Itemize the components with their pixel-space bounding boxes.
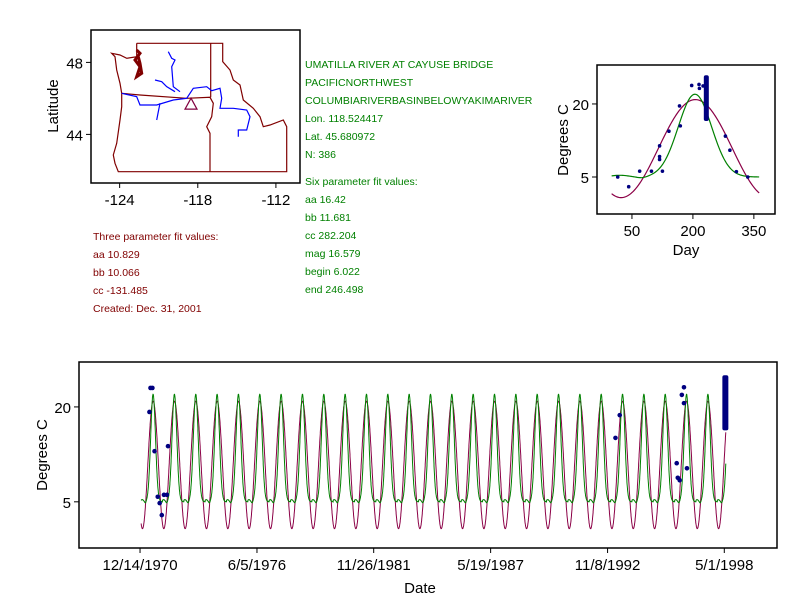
data-point xyxy=(152,448,157,454)
x-tick-label: -124 xyxy=(105,192,135,209)
data-point xyxy=(147,409,152,415)
columbia-snake-river xyxy=(121,86,251,137)
x-tick-label: -118 xyxy=(183,192,212,209)
y-tick-label: 44 xyxy=(66,127,83,144)
three-fit-bb: bb 10.066 xyxy=(93,267,140,279)
map-frame xyxy=(90,29,301,184)
x-tick-label: 11/8/1992 xyxy=(575,557,641,574)
x-tick-label: 350 xyxy=(741,223,766,240)
puget-sound xyxy=(133,48,144,81)
x-tick-label: -112 xyxy=(261,192,290,209)
data-point xyxy=(728,148,732,153)
six-fit-aa: aa 16.42 xyxy=(305,194,346,206)
data-point xyxy=(164,492,170,498)
river-willamette xyxy=(156,103,161,121)
x-tick-label: 200 xyxy=(680,223,705,240)
data-point xyxy=(745,175,750,179)
y-tick-label: 5 xyxy=(581,170,589,187)
data-point xyxy=(678,124,683,128)
data-point xyxy=(657,144,662,148)
data-point xyxy=(159,512,165,518)
time-series-chart: 12/14/1970 6/5/1976 11/26/1981 5/19/1987 11/… xyxy=(54,361,778,574)
dense-data-cluster xyxy=(722,375,729,431)
data-point xyxy=(150,385,155,391)
data-point xyxy=(157,500,162,506)
station-basin: COLUMBIARIVERBASINBELOWYAKIMARIVER xyxy=(305,95,533,107)
six-fit-mag: mag 16.579 xyxy=(305,248,361,260)
data-point xyxy=(657,154,662,159)
data-point xyxy=(679,392,685,398)
station-region: PACIFICNORTHWEST xyxy=(305,77,414,89)
data-point xyxy=(681,400,687,406)
station-lat: Lat. 45.680972 xyxy=(305,131,376,143)
three-fit-cc: cc -131.485 xyxy=(93,285,148,297)
location-map: -124 -118 -112 48 44 xyxy=(66,29,301,209)
day-of-year-chart: 50 200 350 5 20 xyxy=(572,64,776,240)
data-point xyxy=(657,157,662,162)
data-point xyxy=(677,104,682,108)
six-fit-end: end 246.498 xyxy=(305,284,364,296)
station-name: UMATILLA RIVER AT CAYUSE BRIDGE xyxy=(305,59,494,71)
x-tick-label: 6/5/1976 xyxy=(228,557,286,574)
station-n: N: 386 xyxy=(305,149,336,161)
data-point xyxy=(677,478,682,483)
data-point xyxy=(674,460,680,466)
data-point xyxy=(626,184,631,189)
six-fit-cc: cc 282.204 xyxy=(305,230,357,242)
y-tick-label: 20 xyxy=(54,400,71,417)
day-chart-frame xyxy=(596,64,776,215)
time-series-ylabel: Degrees C xyxy=(34,419,51,491)
river-yakima xyxy=(154,79,176,93)
time-series-xlabel: Date xyxy=(404,580,436,597)
data-point xyxy=(681,385,687,390)
data-point xyxy=(684,465,690,471)
data-point xyxy=(615,175,620,179)
six-parameter-curve xyxy=(611,93,760,179)
data-point xyxy=(734,169,739,174)
data-point xyxy=(637,169,642,173)
state-borders xyxy=(109,42,288,173)
day-chart-ylabel: Degrees C xyxy=(555,104,572,176)
six-fit-title: Six parameter fit values: xyxy=(305,176,418,188)
six-parameter-curve xyxy=(140,393,727,504)
state-border-internal xyxy=(121,92,214,172)
x-tick-label: 12/14/1970 xyxy=(102,557,177,574)
day-chart-xlabel: Day xyxy=(673,242,700,259)
map-ylabel: Latitude xyxy=(45,79,62,132)
y-tick-label: 20 xyxy=(572,97,589,114)
six-fit-begin: begin 6.022 xyxy=(305,266,360,278)
dense-data-cluster xyxy=(703,75,709,121)
three-fit-title: Three parameter fit values: xyxy=(93,231,219,243)
data-point xyxy=(697,82,701,87)
data-point xyxy=(667,129,671,134)
six-fit-bb: bb 11.681 xyxy=(305,212,351,224)
x-tick-label: 5/19/1987 xyxy=(457,557,524,574)
time-series-frame xyxy=(78,361,778,549)
x-tick-label: 50 xyxy=(624,223,641,240)
created-date: Created: Dec. 31, 2001 xyxy=(93,303,202,315)
station-triangle-icon xyxy=(183,96,199,110)
river-upper xyxy=(167,51,181,93)
data-point xyxy=(165,443,171,449)
data-point xyxy=(613,435,618,441)
three-parameter-curve xyxy=(611,98,760,199)
data-point xyxy=(723,134,728,138)
data-point xyxy=(649,169,654,173)
data-point xyxy=(697,86,702,91)
data-point xyxy=(660,169,665,173)
data-point xyxy=(617,412,623,418)
three-parameter-curve xyxy=(140,400,727,530)
data-point xyxy=(689,83,694,88)
data-point xyxy=(155,494,161,500)
three-fit-aa: aa 10.829 xyxy=(93,249,140,261)
x-tick-label: 5/1/1998 xyxy=(695,557,753,574)
station-lon: Lon. 118.524417 xyxy=(305,113,384,125)
y-tick-label: 48 xyxy=(66,55,83,72)
station-info: UMATILLA RIVER AT CAYUSE BRIDGE PACIFICN… xyxy=(305,56,532,164)
y-tick-label: 5 xyxy=(63,495,71,512)
six-parameter-fit: Six parameter fit values: aa 16.42 bb 11… xyxy=(305,173,418,299)
x-tick-label: 11/26/1981 xyxy=(337,557,411,574)
three-parameter-fit: Three parameter fit values: aa 10.829 bb… xyxy=(93,228,218,318)
